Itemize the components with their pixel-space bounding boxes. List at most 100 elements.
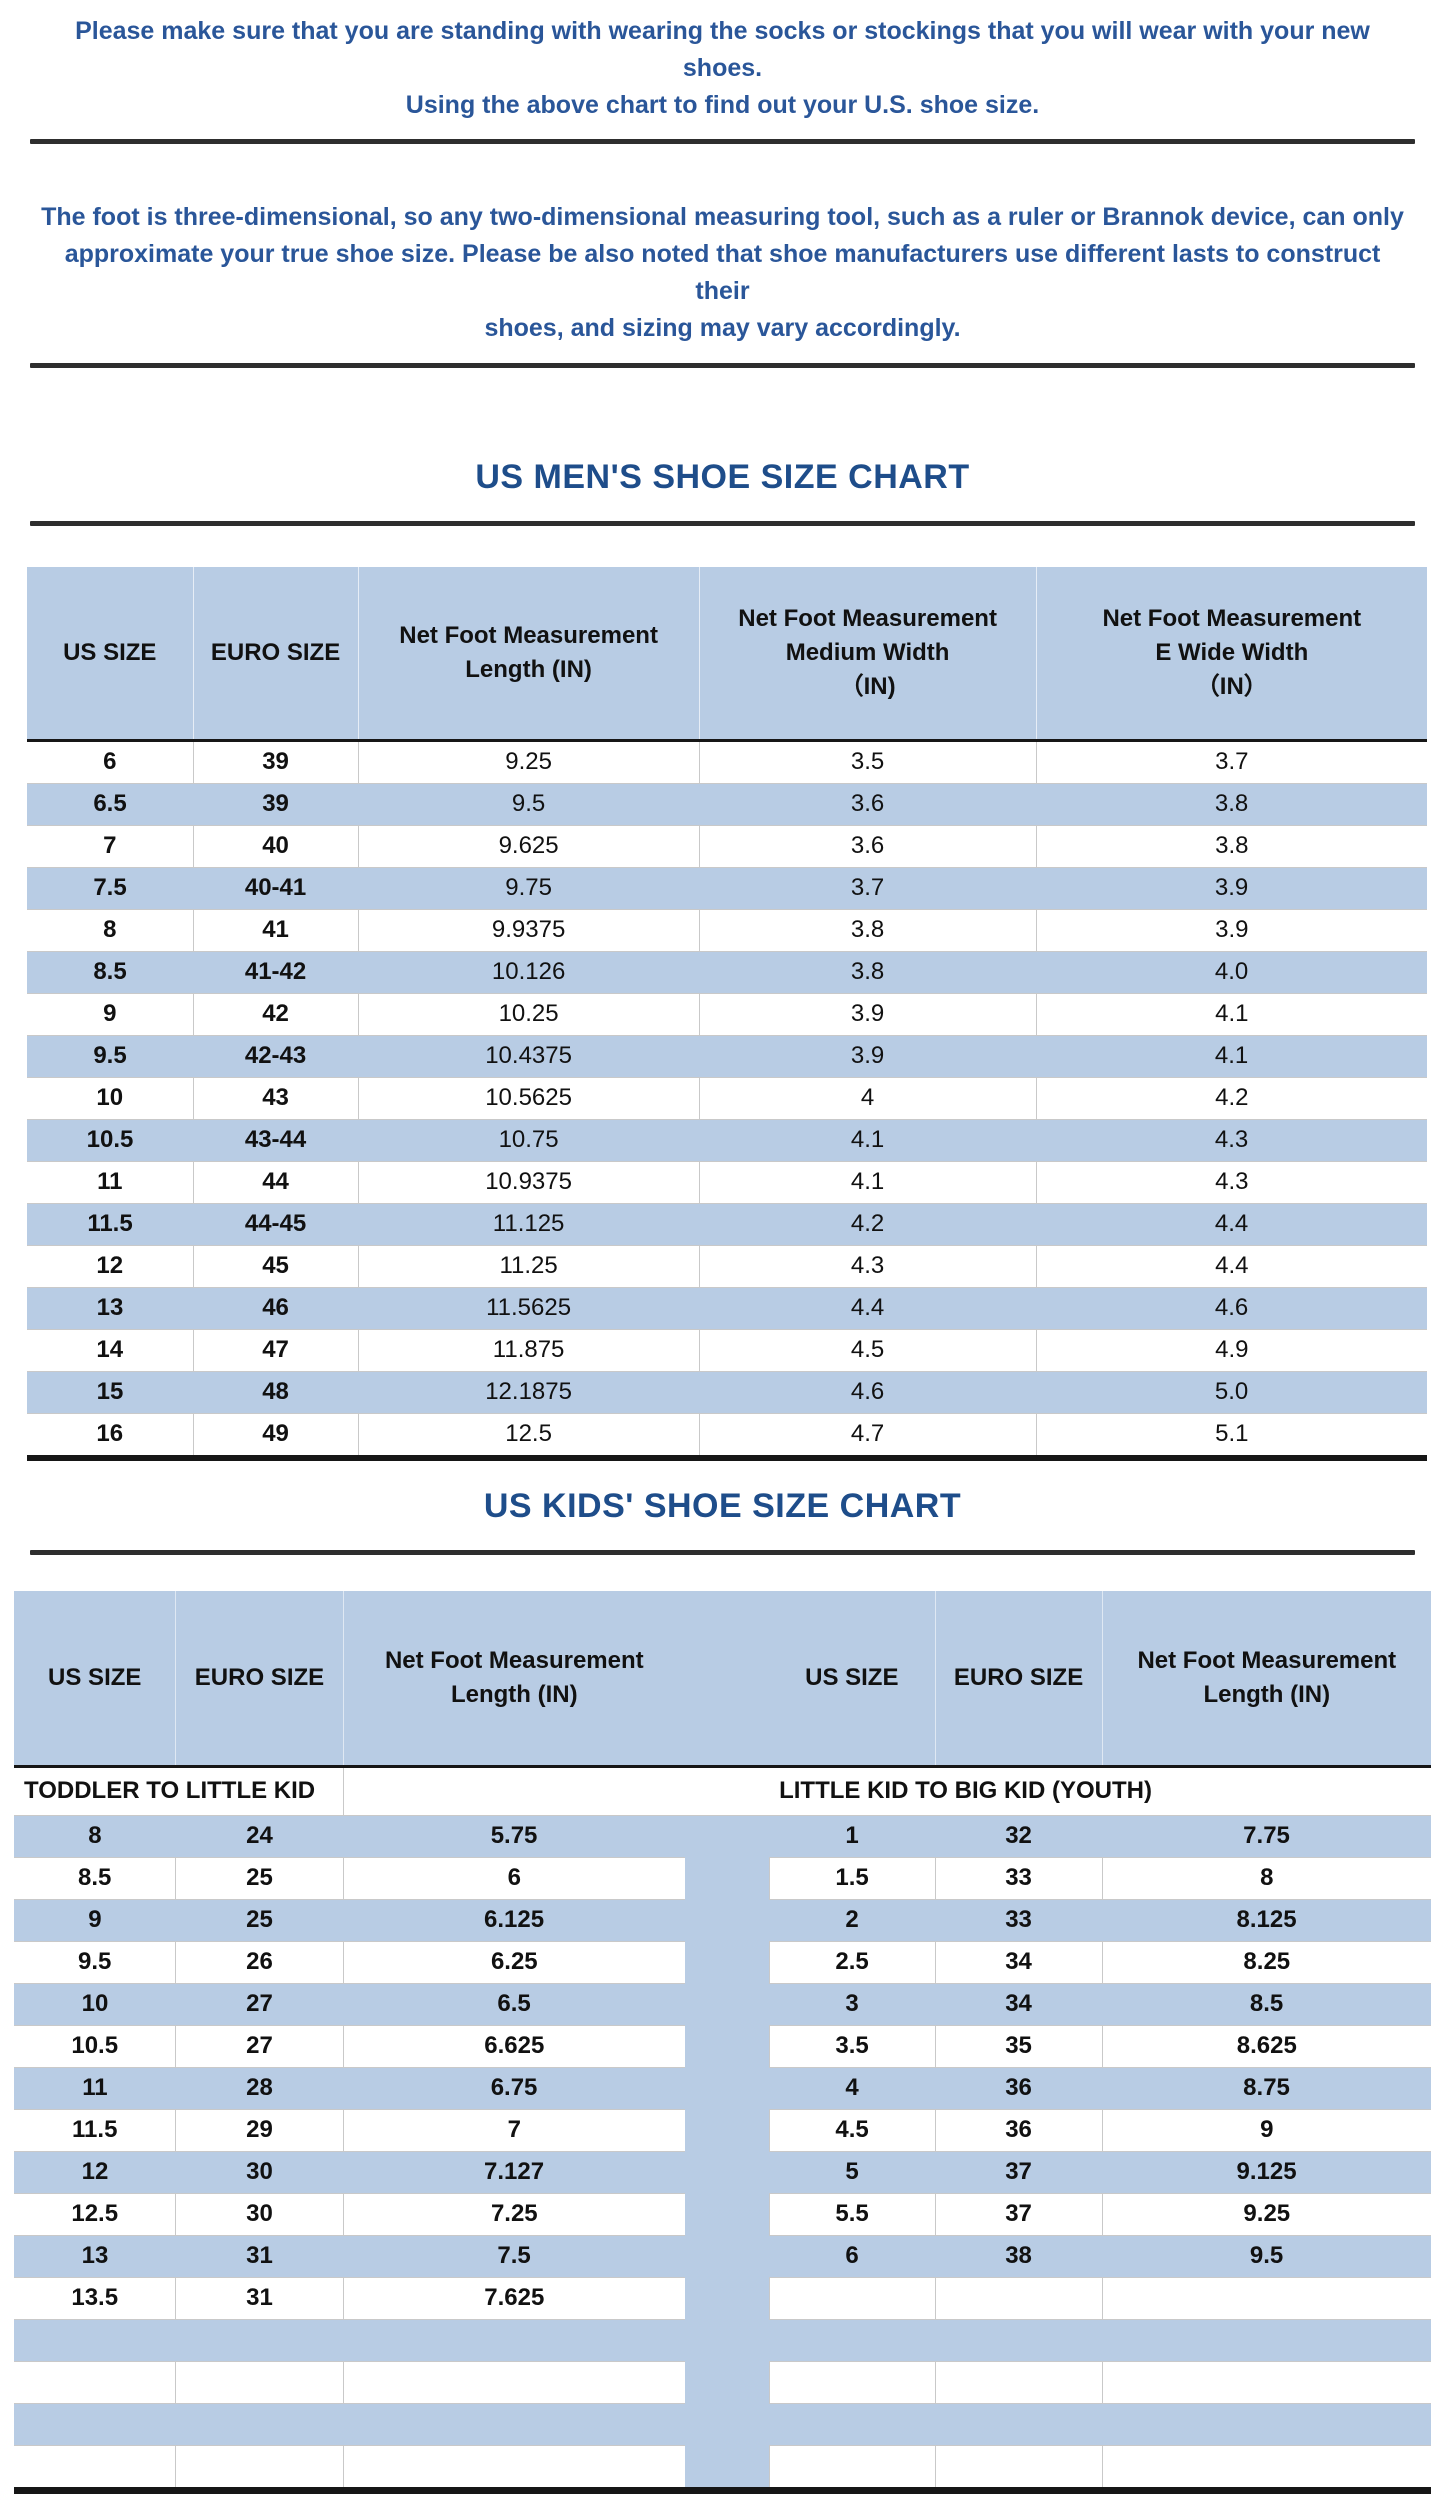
mens-cell: 42 — [192, 992, 359, 1036]
kids-cell: 1.5 — [768, 1856, 936, 1900]
mens-cell: 4.2 — [1035, 1076, 1427, 1120]
kids-section-row: TODDLER TO LITTLE KID LITTLE KID TO BIG … — [14, 1766, 1431, 1816]
kids-header-us-size-right: US SIZE — [769, 1590, 936, 1768]
mens-cell: 6 — [27, 739, 194, 784]
kids-cell — [342, 2360, 686, 2404]
spacer-cell — [685, 1941, 770, 1984]
mens-table-row: 13 46 11.5625 4.4 4.6 — [27, 1287, 1427, 1330]
spacer-cell — [685, 2235, 770, 2278]
mens-cell: 11.875 — [357, 1328, 700, 1372]
mens-cell: 4.4 — [699, 1287, 1037, 1330]
kids-cell: 31 — [175, 2276, 344, 2320]
mens-cell: 15 — [27, 1371, 194, 1414]
kids-cell: 12.5 — [14, 2192, 176, 2236]
mens-size-table: US SIZE EURO SIZE Net Foot Measurement L… — [27, 566, 1427, 1461]
mens-cell: 4.3 — [698, 1244, 1037, 1288]
mens-cell: 40 — [192, 824, 359, 868]
kids-cell — [175, 2360, 344, 2404]
mens-cell: 11.125 — [358, 1203, 700, 1246]
spacer-cell — [685, 1857, 770, 1900]
mens-cell: 4.4 — [1035, 1244, 1427, 1288]
kids-cell: 9.125 — [1102, 2151, 1431, 2194]
mens-cell: 49 — [192, 1412, 359, 1459]
mens-cell: 11 — [27, 1160, 194, 1204]
kids-cell: 10 — [14, 1983, 176, 2026]
mens-cell: 3.9 — [699, 1035, 1037, 1078]
mens-cell: 42-43 — [193, 1035, 359, 1078]
kids-table-row — [14, 2319, 1431, 2362]
kids-header-length-right: Net Foot Measurement Length (IN) — [1101, 1590, 1431, 1768]
kids-cell: 7.625 — [342, 2276, 686, 2320]
mens-cell: 11.25 — [357, 1244, 700, 1288]
kids-cell: 27 — [175, 2024, 344, 2068]
mens-cell: 46 — [193, 1287, 359, 1330]
mens-cell: 10.126 — [358, 951, 700, 994]
spacer-cell — [685, 1899, 770, 1942]
kids-table-row — [14, 2360, 1431, 2404]
spacer-cell — [685, 1815, 770, 1858]
mens-cell: 7 — [27, 824, 194, 868]
mens-cell: 10.5 — [27, 1119, 194, 1162]
kids-table-row: 11.5 29 7 4.5 36 9 — [14, 2108, 1431, 2152]
mens-cell: 9.9375 — [357, 908, 700, 952]
mens-table-row: 9 42 10.25 3.9 4.1 — [27, 992, 1427, 1036]
kids-cell: 11 — [14, 2067, 176, 2110]
mens-cell: 4 — [698, 1076, 1037, 1120]
section-label-toddler: TODDLER TO LITTLE KID — [14, 1766, 344, 1816]
kids-header-row: US SIZE EURO SIZE Net Foot Measurement L… — [14, 1590, 1431, 1768]
kids-cell: 11.5 — [14, 2108, 176, 2152]
kids-cell: 7.25 — [342, 2192, 686, 2236]
kids-cell: 6.125 — [343, 1899, 686, 1942]
mens-cell: 3.8 — [698, 908, 1037, 952]
mens-table-body: 6 39 9.25 3.5 3.7 6.5 39 9.5 3.6 3.8 7 40 9.625 3.6 3.… — [27, 739, 1427, 1459]
mens-cell: 5.1 — [1035, 1412, 1427, 1459]
kids-cell — [343, 2403, 686, 2446]
kids-cell — [14, 2319, 176, 2362]
horizontal-divider — [30, 1549, 1415, 1555]
mens-cell: 3.7 — [1035, 739, 1427, 784]
kids-header-euro-size-right: EURO SIZE — [934, 1590, 1103, 1768]
spacer-cell — [685, 2361, 770, 2404]
kids-cell: 13 — [14, 2235, 176, 2278]
kids-cell: 25 — [175, 1856, 344, 1900]
kids-cell — [1102, 2319, 1431, 2362]
mens-table-row: 11.5 44-45 11.125 4.2 4.4 — [27, 1203, 1427, 1246]
kids-cell: 35 — [934, 2024, 1103, 2068]
horizontal-divider — [30, 520, 1415, 526]
kids-table-row: 9.5 26 6.25 2.5 34 8.25 — [14, 1940, 1431, 1984]
mens-table-row: 6 39 9.25 3.5 3.7 — [27, 739, 1427, 784]
mens-cell: 4.6 — [699, 1371, 1037, 1414]
kids-cell: 4.5 — [768, 2108, 936, 2152]
kids-cell: 30 — [175, 2151, 344, 2194]
horizontal-divider — [30, 139, 1415, 144]
mens-cell: 10.9375 — [357, 1160, 700, 1204]
mens-table-row: 8 41 9.9375 3.8 3.9 — [27, 908, 1427, 952]
mens-cell: 3.9 — [698, 992, 1037, 1036]
kids-cell: 9.5 — [14, 1940, 176, 1984]
mens-cell: 3.9 — [1035, 908, 1427, 952]
mens-cell: 4.7 — [698, 1412, 1037, 1459]
kids-cell: 6.25 — [342, 1940, 686, 1984]
kids-cell: 6 — [342, 1856, 686, 1900]
kids-table-row: 11 28 6.75 4 36 8.75 — [14, 2067, 1431, 2110]
mens-header-euro-size: EURO SIZE — [192, 566, 359, 742]
mens-cell: 3.9 — [1036, 867, 1427, 910]
kids-cell — [934, 2276, 1103, 2320]
kids-table-row: 12 30 7.127 5 37 9.125 — [14, 2151, 1431, 2194]
mens-cell: 4.6 — [1036, 1287, 1427, 1330]
kids-cell: 2.5 — [768, 1940, 936, 1984]
spacer-cell — [685, 2025, 770, 2068]
kids-cell: 34 — [934, 1940, 1103, 1984]
kids-cell: 10.5 — [14, 2024, 176, 2068]
mens-table-row: 7.5 40-41 9.75 3.7 3.9 — [27, 867, 1427, 910]
kids-cell: 30 — [175, 2192, 344, 2236]
mens-cell: 9.25 — [357, 739, 700, 784]
spacer-cell — [685, 2445, 770, 2491]
mens-cell: 10.4375 — [358, 1035, 700, 1078]
kids-cell: 2 — [769, 1899, 936, 1942]
kids-cell: 5.5 — [768, 2192, 936, 2236]
mens-cell: 13 — [27, 1287, 194, 1330]
mens-table-row: 16 49 12.5 4.7 5.1 — [27, 1412, 1427, 1459]
mens-cell: 3.8 — [1035, 824, 1427, 868]
mens-table-row: 8.5 41-42 10.126 3.8 4.0 — [27, 951, 1427, 994]
